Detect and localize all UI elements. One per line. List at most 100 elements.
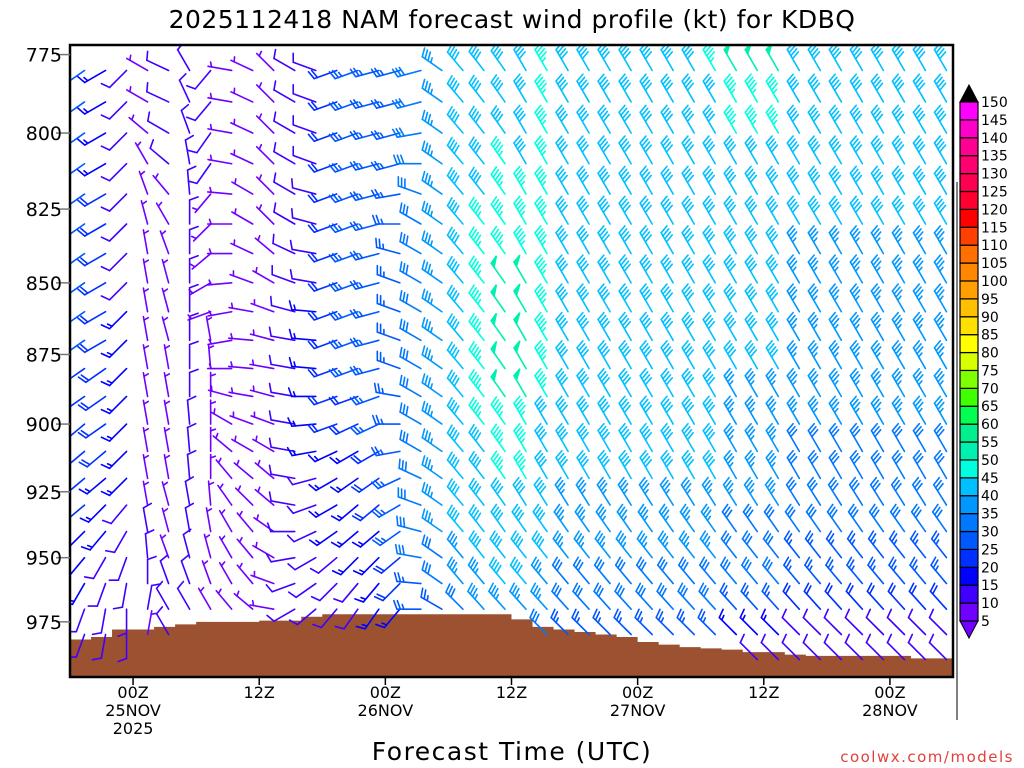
barb-full-feather — [832, 110, 840, 120]
barb-full-feather — [474, 292, 482, 302]
barb-full-feather — [891, 367, 900, 377]
colorbar-swatch — [959, 387, 979, 407]
wind-barb — [723, 225, 738, 255]
barb-full-feather — [725, 314, 733, 324]
wind-barb — [701, 476, 717, 506]
wind-barb — [845, 582, 864, 610]
barb-full-feather — [576, 506, 584, 516]
colorbar-swatch — [959, 334, 979, 354]
barb-full-feather — [308, 510, 317, 518]
barb-full-feather — [554, 476, 562, 486]
barb-full-feather — [312, 623, 323, 629]
barb-full-feather — [660, 104, 668, 114]
barb-full-feather — [518, 174, 526, 184]
wind-barb — [209, 371, 217, 398]
wind-barb — [849, 135, 864, 165]
barb-full-feather — [581, 51, 589, 60]
barb-staff — [100, 633, 107, 659]
wind-barb — [468, 396, 485, 425]
barb-full-feather — [186, 422, 197, 429]
barb-full-feather — [641, 286, 649, 295]
wind-barb — [352, 556, 380, 576]
barb-full-feather — [683, 314, 691, 324]
barb-full-feather — [744, 73, 752, 82]
barb-full-feather — [875, 82, 884, 92]
wind-barb — [576, 45, 590, 72]
barb-full-feather — [749, 292, 758, 301]
barb-full-feather — [621, 79, 630, 89]
barb-full-feather — [681, 104, 689, 114]
barb-full-feather — [623, 263, 631, 272]
barb-full-feather — [539, 349, 547, 358]
wind-barb — [891, 73, 906, 103]
barb-full-feather — [746, 138, 754, 147]
barb-full-feather — [707, 51, 716, 60]
barb-full-feather — [725, 257, 733, 266]
barb-full-feather — [492, 108, 500, 118]
wind-barb — [534, 367, 548, 398]
barb-full-feather — [749, 82, 758, 92]
wind-barb — [209, 453, 217, 480]
wind-barb — [513, 422, 527, 453]
barb-full-feather — [446, 397, 453, 407]
barb-half-feather — [258, 143, 263, 151]
barb-full-feather — [786, 254, 794, 263]
barb-full-feather — [911, 559, 918, 569]
wind-barb — [912, 449, 927, 480]
wind-barb — [933, 195, 948, 225]
barb-full-feather — [914, 168, 922, 178]
barb-full-feather — [811, 201, 819, 211]
barb-full-feather — [621, 374, 630, 383]
wind-barb — [513, 135, 527, 165]
barb-full-feather — [328, 102, 337, 111]
wind-barb — [513, 368, 527, 398]
barb-half-feather — [238, 510, 243, 517]
wind-barb — [234, 485, 254, 506]
wind-barb — [231, 208, 254, 225]
wind-barb — [513, 312, 527, 342]
barb-full-feather — [532, 503, 540, 513]
barb-staff — [291, 216, 317, 225]
wind-barb — [807, 165, 822, 195]
wind-barb — [488, 556, 506, 585]
barb-full-feather — [770, 349, 779, 358]
barb-full-feather — [744, 225, 752, 234]
wind-barb — [639, 422, 653, 453]
barb-full-feather — [811, 346, 819, 355]
barb-full-feather — [889, 503, 897, 513]
wind-barb — [249, 599, 275, 610]
barb-full-feather — [424, 142, 429, 153]
barb-staff — [865, 641, 885, 661]
barb-full-feather — [933, 225, 942, 234]
wind-barb — [468, 255, 485, 284]
wind-barb — [844, 608, 864, 636]
wind-barb — [555, 135, 569, 165]
barb-full-feather — [832, 231, 840, 240]
barb-full-feather — [873, 482, 881, 492]
barb-full-feather — [621, 289, 630, 298]
wind-barb — [249, 329, 275, 342]
barb-half-feather — [162, 259, 169, 264]
credit-link[interactable]: coolwx.com/models — [840, 748, 1014, 766]
wind-barb — [639, 73, 653, 103]
wind-barb — [886, 608, 906, 636]
barb-full-feather — [492, 453, 500, 463]
barb-half-feather — [791, 266, 797, 272]
wind-barb — [80, 530, 107, 551]
wind-barb — [100, 162, 128, 182]
barb-full-feather — [468, 396, 475, 406]
barb-full-feather — [393, 154, 398, 165]
barb-half-feather — [875, 352, 881, 358]
wind-barb — [399, 290, 422, 313]
wind-barb — [681, 449, 696, 480]
wind-barb — [255, 204, 275, 225]
barb-full-feather — [573, 611, 580, 621]
barb-full-feather — [663, 141, 672, 150]
barb-full-feather — [491, 559, 498, 569]
barb-full-feather — [424, 319, 429, 330]
barb-full-feather — [662, 76, 670, 85]
barb-full-feather — [623, 82, 631, 92]
barb-full-feather — [474, 51, 482, 61]
barb-full-feather — [684, 428, 693, 438]
barb-full-feather — [468, 341, 475, 351]
